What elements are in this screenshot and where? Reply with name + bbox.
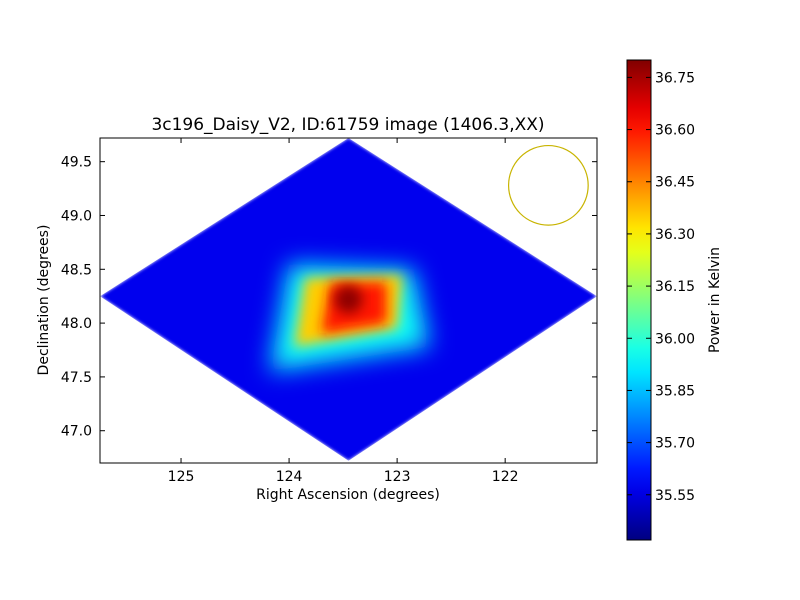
y-tick-label: 49.5: [61, 155, 92, 171]
colorbar-tick-label: 36.00: [655, 331, 695, 347]
y-tick-label: 49.0: [61, 208, 92, 224]
colorbar-tick-label: 36.30: [655, 227, 695, 243]
heatmap-layer: [100, 138, 597, 461]
x-tick-label: 123: [384, 469, 411, 485]
plot-frame: [99, 137, 598, 464]
heatmap-peak: [334, 285, 363, 314]
y-tick-label: 47.5: [61, 370, 92, 386]
colorbar: 35.55 35.70 35.85 36.00 36.15 36.30 36.45 36.60…: [626, 59, 723, 541]
colorbar-gradient: [626, 59, 652, 541]
colorbar-tick-label: 36.45: [655, 175, 695, 191]
y-tick-label: 48.5: [61, 262, 92, 278]
chart-title: 3c196_Daisy_V2, ID:61759 image (1406.3,X…: [151, 115, 544, 135]
colorbar-tick-label: 35.70: [655, 436, 695, 452]
x-axis: 125 124 123 122: [168, 138, 519, 485]
colorbar-ticks: 35.55 35.70 35.85 36.00 36.15 36.30 36.45 36.60…: [627, 70, 695, 504]
colorbar-label: Power in Kelvin: [707, 247, 723, 353]
y-tick-label: 47.0: [61, 424, 92, 440]
x-tick-label: 122: [492, 469, 519, 485]
x-tick-label: 124: [276, 469, 303, 485]
beam-circle: [507, 144, 589, 226]
y-axis-label: Declination (degrees): [36, 225, 52, 376]
y-tick-label: 48.0: [61, 316, 92, 332]
colorbar-tick-label: 36.60: [655, 123, 695, 139]
colorbar-tick-label: 35.85: [655, 383, 695, 399]
colorbar-tick-label: 36.15: [655, 279, 695, 295]
colorbar-tick-label: 35.55: [655, 488, 695, 504]
y-axis: 47.0 47.5 48.0 48.5 49.0 49.5: [61, 155, 597, 440]
colorbar-tick-label: 36.75: [655, 70, 695, 86]
x-tick-label: 125: [168, 469, 195, 485]
x-axis-label: Right Ascension (degrees): [256, 487, 440, 503]
